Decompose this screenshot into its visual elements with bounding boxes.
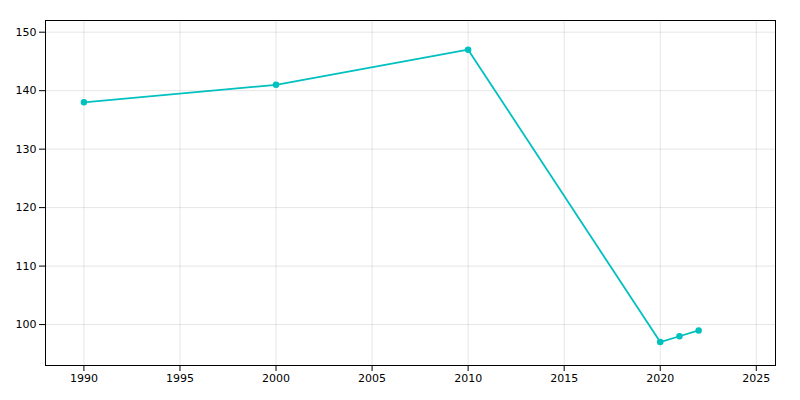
svg-text:2010: 2010 — [454, 372, 482, 385]
svg-text:1990: 1990 — [70, 372, 98, 385]
svg-text:100: 100 — [16, 318, 37, 331]
svg-text:150: 150 — [16, 26, 37, 39]
svg-text:2020: 2020 — [646, 372, 674, 385]
svg-text:110: 110 — [16, 260, 37, 273]
svg-text:2005: 2005 — [358, 372, 386, 385]
svg-text:2025: 2025 — [742, 372, 770, 385]
svg-text:130: 130 — [16, 143, 37, 156]
svg-text:2000: 2000 — [262, 372, 290, 385]
svg-text:2015: 2015 — [550, 372, 578, 385]
svg-text:1995: 1995 — [166, 372, 194, 385]
svg-text:140: 140 — [16, 84, 37, 97]
svg-text:120: 120 — [16, 201, 37, 214]
